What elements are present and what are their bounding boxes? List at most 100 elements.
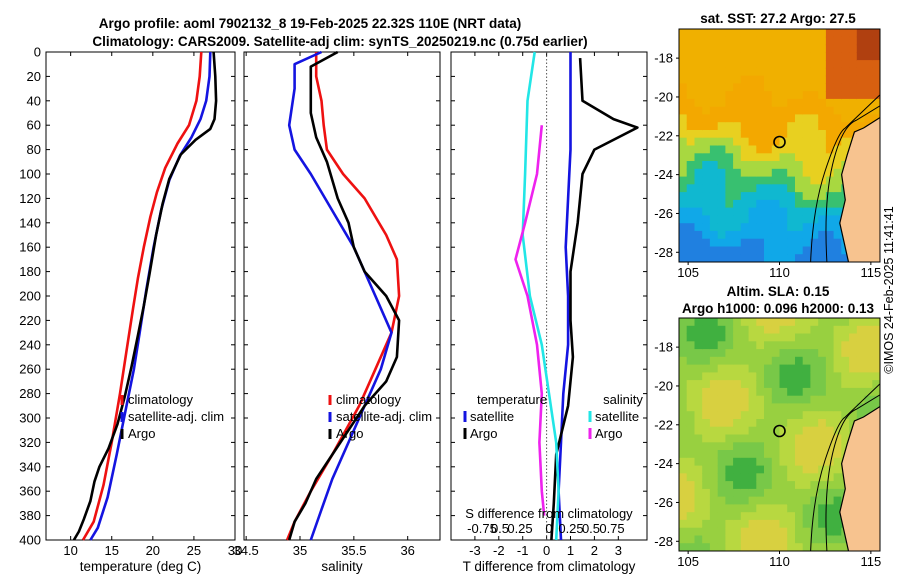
map-cell <box>709 442 719 451</box>
map-cell <box>779 230 788 240</box>
map-cell <box>702 130 711 139</box>
map-cell <box>717 60 726 69</box>
map-cell <box>833 535 842 544</box>
map-cell <box>810 465 819 474</box>
x-tick-label: 30 <box>228 543 242 558</box>
map-cell <box>725 341 734 350</box>
map-cell <box>771 44 781 53</box>
map-cell <box>756 223 765 232</box>
map-cell <box>679 434 688 443</box>
map-cell <box>825 254 835 262</box>
map-cell <box>756 387 765 397</box>
map-cell <box>802 527 811 537</box>
map-cell <box>748 29 757 38</box>
x-tick-label: 1 <box>567 543 574 558</box>
map-cell <box>771 481 781 490</box>
map-cell <box>756 341 765 350</box>
map-cell <box>756 473 765 482</box>
map-cell <box>764 199 773 209</box>
map-cell <box>733 67 742 77</box>
map-cell <box>849 403 858 412</box>
map-cell <box>709 349 719 358</box>
map-cell <box>872 325 880 335</box>
map-cell <box>771 426 781 436</box>
map-cell <box>818 192 827 201</box>
map-cell <box>779 318 788 327</box>
map-cell <box>771 504 781 513</box>
map-cell <box>725 372 734 381</box>
map-cell <box>686 395 695 405</box>
map-cell <box>709 325 719 335</box>
map-cell <box>833 473 842 482</box>
map-cell <box>787 52 796 61</box>
map-cell <box>748 153 757 162</box>
map-cell <box>694 504 703 513</box>
legend-label: Argo <box>128 426 155 441</box>
map-cell <box>725 246 734 255</box>
map-cell <box>694 36 703 46</box>
map-cell <box>764 325 773 335</box>
map-cell <box>771 356 781 366</box>
map-cell <box>694 527 703 537</box>
map-cell <box>756 488 765 498</box>
map-cell <box>717 98 726 108</box>
map-cell <box>709 67 719 77</box>
map-cell <box>771 527 781 537</box>
map-cell <box>740 318 750 327</box>
map-cell <box>756 519 765 529</box>
map-cell <box>725 230 734 240</box>
map-cell <box>709 512 719 521</box>
map-cell <box>825 223 835 232</box>
legend-header-salinity: salinity <box>603 392 643 407</box>
map-cell <box>748 403 757 412</box>
map-cell <box>725 465 734 474</box>
map-cell <box>702 207 711 216</box>
map-cell <box>702 192 711 201</box>
temperature-panel: 0 20 40 60 80 100 120 140 160 180 200 220 240 260 280 3… <box>19 45 242 575</box>
x-tick-label: -1 <box>517 543 529 558</box>
map-cell <box>740 52 750 61</box>
map-cell <box>679 465 688 474</box>
map-cell <box>717 106 726 116</box>
y-tick-label: 20 <box>27 69 41 84</box>
map-cell <box>733 411 742 420</box>
map-cell <box>810 199 819 209</box>
map-cell <box>725 527 734 537</box>
map-cell <box>694 341 703 350</box>
map-cell <box>833 106 842 116</box>
map-cell <box>849 75 858 84</box>
map-cell <box>702 199 711 209</box>
map-cell <box>771 114 781 123</box>
map-cell <box>686 488 695 498</box>
map-cell <box>825 91 835 100</box>
map-cell <box>764 130 773 139</box>
map-cell <box>795 168 804 178</box>
map-cell <box>725 184 734 193</box>
map-cell <box>764 153 773 162</box>
top-tick-label: 0.25 <box>558 521 583 536</box>
map-cell <box>856 44 866 53</box>
map-cell <box>702 60 711 69</box>
map-cell <box>849 106 858 116</box>
map-cell <box>841 114 850 123</box>
map-cell <box>795 442 804 451</box>
map-cell <box>764 442 773 451</box>
map-cell <box>764 145 773 154</box>
map-cell <box>748 176 757 185</box>
legend-label: satellite <box>470 409 514 424</box>
map-cell <box>833 512 842 521</box>
map-cell <box>795 207 804 216</box>
map-cell <box>694 364 703 373</box>
map-cell <box>694 419 703 428</box>
map-cell <box>779 356 788 366</box>
map-cell <box>717 473 726 482</box>
depth-contour <box>825 394 880 551</box>
map-cell <box>764 450 773 459</box>
map-cell <box>833 372 842 381</box>
map-cell <box>733 168 742 178</box>
map-cell <box>733 75 742 84</box>
map-cell <box>818 161 827 170</box>
map-cell <box>833 419 842 428</box>
map-cell <box>740 207 750 216</box>
map-cell <box>795 450 804 459</box>
